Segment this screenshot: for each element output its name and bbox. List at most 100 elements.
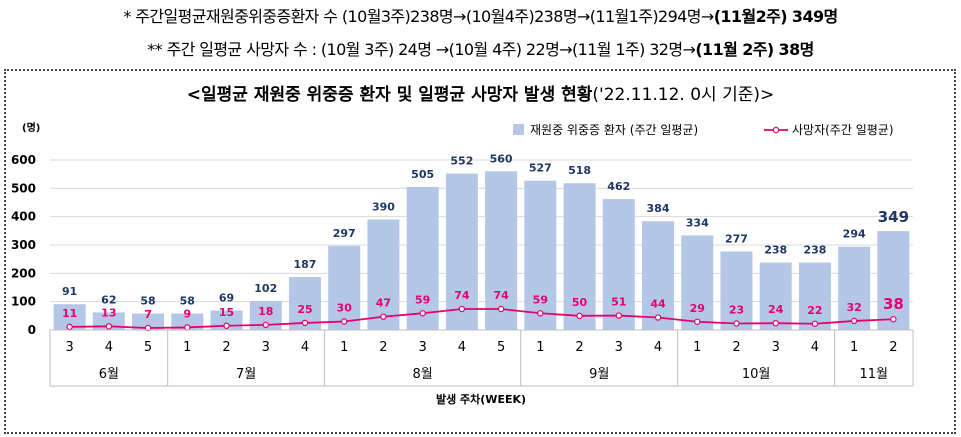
x-tick-label: 3 [262, 340, 270, 355]
legend: 재원중 위중증 환자 (주간 일평균) 사망자(주간 일평균) [513, 123, 894, 137]
x-tick-label: 1 [693, 340, 701, 355]
deaths-value-label: 32 [847, 301, 862, 314]
deaths-marker [497, 305, 505, 313]
chart-title-date: ('22.11.12. 0시 기준)> [592, 85, 775, 105]
x-tick-label: 1 [850, 340, 858, 355]
bar [445, 173, 478, 330]
bar [524, 180, 557, 330]
y-tick-label: 500 [11, 181, 36, 195]
x-tick-label: 1 [340, 340, 348, 355]
deaths-value-label: 9 [183, 307, 191, 320]
deaths-value-label: 74 [493, 289, 509, 302]
x-tick-label: 1 [183, 340, 191, 355]
deaths-marker [733, 320, 740, 327]
x-tick-label: 5 [497, 340, 505, 355]
deaths-value-label: 22 [807, 304, 822, 317]
y-tick-label: 200 [11, 266, 36, 280]
x-axis-title: 발생 주차(WEEK) [436, 392, 526, 406]
bar-value-label: 384 [647, 202, 670, 215]
month-label: 7월 [236, 367, 256, 382]
bar-value-label: 462 [607, 180, 630, 193]
deaths-value-label: 30 [337, 302, 353, 315]
month-label: 6월 [99, 367, 119, 382]
deaths-marker [262, 321, 269, 329]
deaths-value-label: 44 [650, 298, 666, 311]
deaths-note-highlight: (11월 2주) 38명 [695, 40, 814, 59]
bar-value-label: 102 [254, 282, 277, 295]
month-label: 9월 [589, 367, 609, 382]
severe-patients-note-text: * 주간일평균재원중위중증환자 수 (10월3주)238명→(10월4주)238… [123, 7, 714, 26]
bar-value-label: 349 [878, 208, 909, 226]
bar [406, 186, 439, 330]
legend-label-bars: 재원중 위중증 환자 (주간 일평균) [530, 123, 698, 137]
x-tick-label: 3 [419, 340, 427, 355]
chart-title: <일평균 재원중 위중증 환자 및 일평균 사망자 발생 현황('22.11.1… [0, 80, 961, 105]
month-label: 10월 [742, 367, 771, 382]
bar-value-label: 560 [490, 152, 513, 165]
deaths-marker [811, 320, 819, 327]
bar [759, 262, 792, 330]
deaths-value-label: 59 [415, 293, 430, 306]
month-label: 11월 [860, 367, 889, 382]
x-tick-label: 2 [379, 340, 387, 355]
deaths-marker [419, 310, 426, 317]
bar-value-label: 62 [101, 293, 116, 306]
x-tick-label: 4 [105, 340, 113, 355]
deaths-value-label: 38 [883, 295, 904, 313]
bar-value-label: 238 [764, 244, 787, 257]
bar-value-label: 527 [529, 162, 552, 175]
bar-value-label: 390 [372, 201, 395, 214]
bar-value-label: 505 [411, 168, 434, 181]
deaths-marker [144, 324, 152, 332]
x-tick-label: 4 [301, 340, 309, 355]
bar [132, 313, 165, 330]
bar-value-label: 69 [219, 291, 234, 304]
deaths-marker [615, 312, 622, 319]
severe-patients-note: * 주간일평균재원중위중증환자 수 (10월3주)238명→(10월4주)238… [0, 3, 961, 27]
bar-value-label: 238 [803, 244, 826, 257]
bar-value-label: 91 [62, 285, 77, 298]
deaths-value-label: 50 [572, 296, 588, 309]
bar [877, 231, 910, 330]
y-tick-label: 100 [11, 295, 36, 309]
deaths-value-label: 23 [729, 303, 744, 316]
x-tick-label: 2 [575, 340, 583, 355]
deaths-marker [380, 313, 387, 320]
deaths-value-label: 59 [533, 293, 548, 306]
bar-value-label: 552 [450, 155, 473, 168]
y-axis-unit-label: (명) [22, 121, 40, 134]
deaths-value-label: 74 [454, 289, 470, 302]
bar [602, 199, 635, 330]
deaths-marker [341, 318, 348, 325]
month-label: 8월 [413, 367, 433, 382]
bar-value-label: 334 [686, 216, 709, 229]
bar [485, 171, 518, 330]
deaths-value-label: 24 [768, 303, 784, 316]
legend-label-line: 사망자(주간 일평균) [792, 123, 894, 137]
deaths-marker [654, 314, 662, 321]
deaths-marker [66, 323, 73, 331]
legend-swatch-bars [513, 124, 524, 135]
deaths-value-label: 18 [258, 305, 273, 318]
deaths-marker [184, 324, 191, 331]
deaths-marker [772, 320, 779, 327]
deaths-note: ** 주간 일평균 사망자 수 : (10월 3주) 24명 →(10월 4주)… [0, 36, 961, 60]
deaths-value-label: 29 [690, 302, 705, 315]
bar [720, 251, 753, 330]
bar [171, 313, 204, 330]
deaths-line [69, 308, 894, 329]
bar [798, 262, 831, 330]
x-tick-label: 3 [65, 340, 73, 355]
severe-patients-note-highlight: (11월2주) 349명 [713, 7, 839, 26]
deaths-value-label: 11 [62, 307, 77, 320]
deaths-value-label: 15 [219, 306, 234, 319]
y-tick-label: 0 [28, 323, 36, 337]
deaths-marker [223, 322, 230, 329]
bar-value-label: 518 [568, 164, 591, 177]
deaths-value-label: 47 [376, 297, 391, 310]
deaths-marker [890, 316, 897, 323]
deaths-value-label: 13 [101, 306, 116, 319]
bar [367, 219, 400, 330]
